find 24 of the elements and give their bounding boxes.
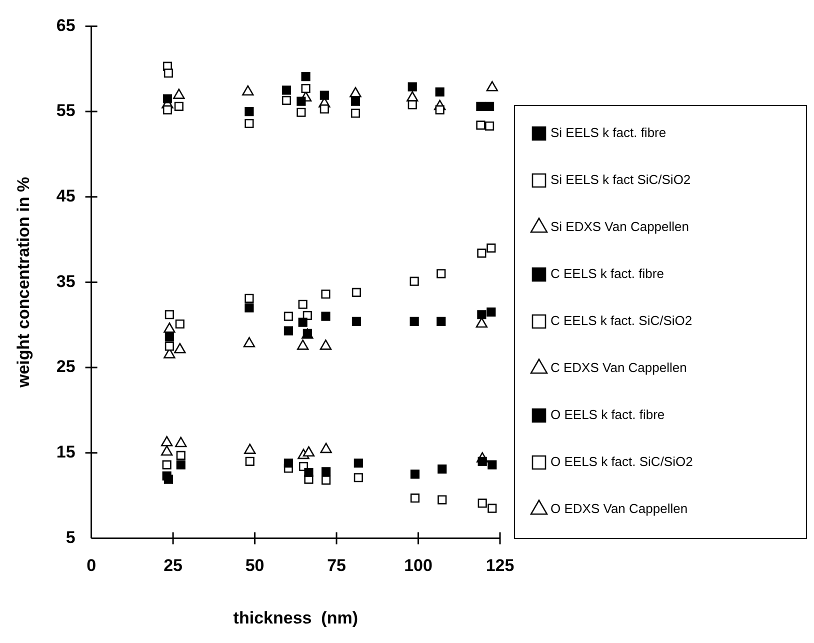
y-axis-title: weight concentration in %: [14, 176, 33, 389]
legend-label: C EDXS Van Cappellen: [550, 360, 687, 376]
x-axis-title: thickness (nm): [233, 608, 358, 628]
x-tick-label: 75: [327, 556, 346, 576]
x-tick-label: 25: [164, 556, 183, 576]
legend-label: Si EELS k fact SiC/SiO2: [550, 172, 691, 188]
legend-label: C EELS k fact. SiC/SiO2: [550, 313, 692, 328]
x-tick-label: 100: [404, 556, 432, 576]
y-tick-label: 5: [66, 528, 76, 547]
y-tick-label: 25: [56, 357, 76, 376]
y-tick-label: 15: [56, 442, 76, 462]
legend-label: C EELS k fact. fibre: [550, 266, 664, 282]
legend-label: O EELS k fact. fibre: [550, 407, 665, 422]
x-tick-label: 50: [245, 556, 264, 576]
x-tick-label: 125: [486, 556, 514, 576]
y-tick-label: 65: [56, 16, 76, 35]
x-tick-label: 0: [86, 556, 96, 576]
legend-label: O EELS k fact. SiC/SiO2: [550, 454, 693, 470]
y-tick-label: 55: [56, 101, 76, 120]
y-tick-label: 45: [56, 186, 76, 206]
y-tick-label: 35: [56, 272, 76, 291]
legend-label: Si EELS k fact. fibre: [550, 125, 666, 140]
legend-label: O EDXS Van Cappellen: [550, 501, 688, 516]
legend-label: Si EDXS Van Cappellen: [550, 219, 690, 234]
